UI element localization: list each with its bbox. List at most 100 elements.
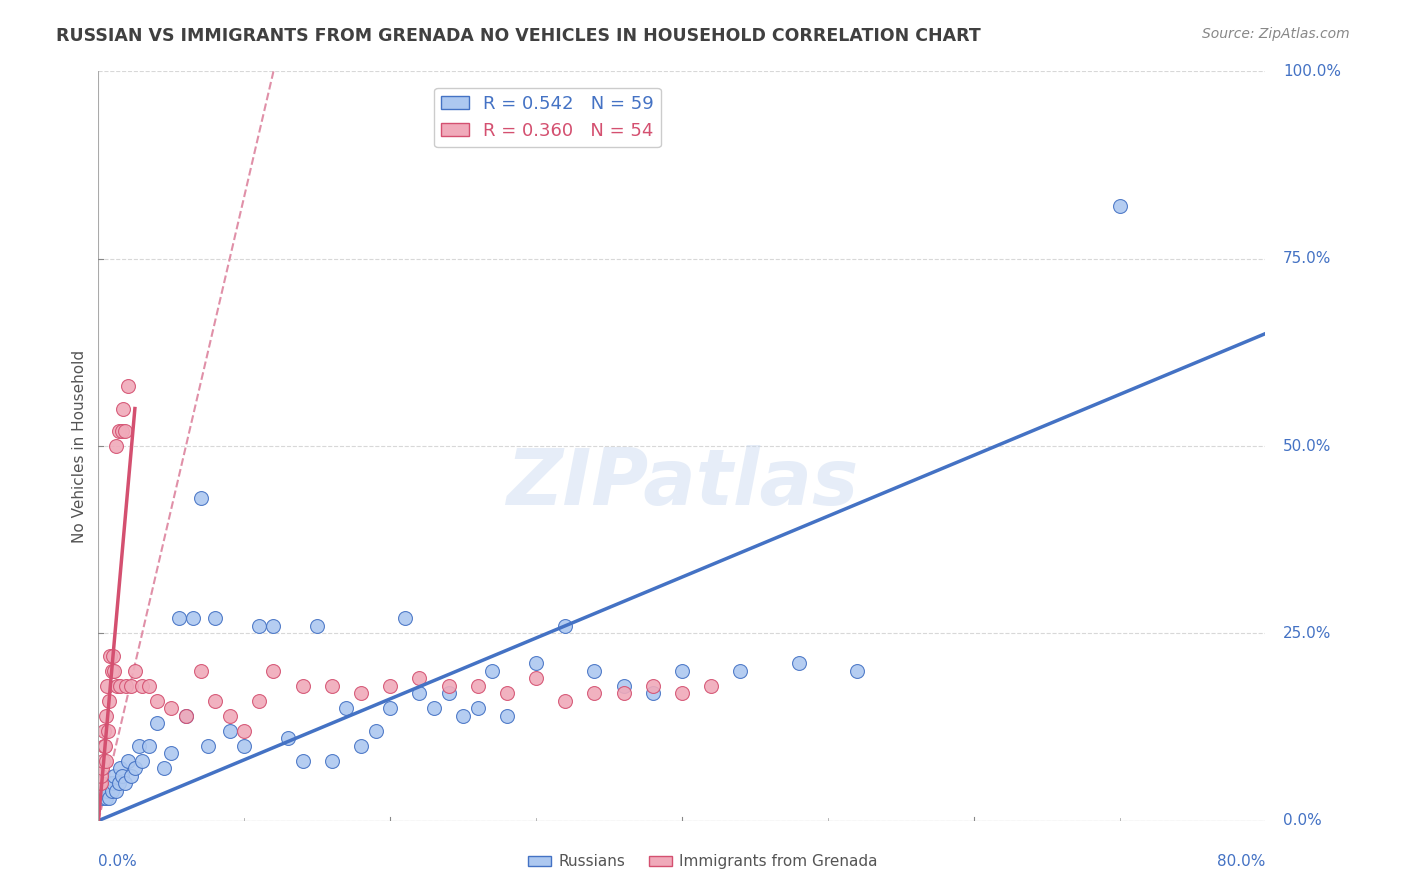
Point (120, 769, 142, 783)
Text: RUSSIAN VS IMMIGRANTS FROM GRENADA NO VEHICLES IN HOUSEHOLD CORRELATION CHART: RUSSIAN VS IMMIGRANTS FROM GRENADA NO VE… (56, 27, 981, 45)
Point (94, 739, 117, 753)
Point (104, 439, 127, 453)
Point (89, 776, 111, 790)
Point (554, 694, 576, 708)
Point (291, 754, 314, 768)
Point (120, 679, 142, 693)
Point (108, 424, 131, 438)
Point (364, 723, 387, 738)
Point (641, 679, 664, 693)
Point (335, 701, 357, 715)
Point (124, 761, 146, 775)
Point (101, 648, 124, 663)
Point (94, 791, 117, 805)
Point (380, 701, 402, 715)
Point (408, 671, 430, 685)
Point (97, 694, 120, 708)
Point (350, 686, 373, 700)
Text: 0.0%: 0.0% (1282, 814, 1322, 828)
Point (110, 679, 132, 693)
Point (451, 708, 474, 723)
Point (730, 664, 752, 678)
Text: 75.0%: 75.0% (1282, 252, 1331, 266)
Point (350, 739, 373, 753)
Point (204, 611, 226, 625)
Point (190, 664, 212, 678)
Point (97, 791, 120, 805)
Text: 0.0%: 0.0% (98, 855, 138, 870)
Point (117, 379, 139, 393)
Point (263, 619, 285, 633)
Point (583, 686, 606, 700)
Point (93, 783, 115, 797)
Point (496, 686, 519, 700)
Text: 80.0%: 80.0% (1218, 855, 1265, 870)
Point (111, 769, 134, 783)
Point (110, 761, 132, 775)
Point (93, 723, 115, 738)
Point (101, 776, 124, 790)
Point (204, 694, 226, 708)
Text: 100.0%: 100.0% (1282, 64, 1341, 78)
Point (613, 679, 636, 693)
Point (247, 619, 270, 633)
Point (111, 424, 134, 438)
Point (90, 769, 112, 783)
Point (524, 657, 547, 671)
Point (1108, 199, 1130, 213)
Point (93, 739, 115, 753)
Point (138, 739, 160, 753)
Point (233, 739, 256, 753)
Point (524, 671, 547, 685)
Point (98, 776, 121, 790)
Point (671, 686, 693, 700)
Point (174, 708, 197, 723)
Point (218, 723, 240, 738)
Point (100, 783, 122, 797)
Point (103, 664, 125, 678)
Point (91, 761, 114, 775)
Point (380, 679, 402, 693)
Point (90, 776, 112, 790)
Point (641, 686, 664, 700)
Point (190, 491, 212, 506)
Point (291, 679, 314, 693)
Point (146, 716, 169, 731)
Point (103, 769, 125, 783)
Point (321, 679, 343, 693)
Point (160, 701, 183, 715)
Point (613, 686, 636, 700)
Point (307, 619, 329, 633)
Point (138, 679, 160, 693)
Y-axis label: No Vehicles in Household: No Vehicles in Household (72, 350, 87, 542)
Point (124, 664, 146, 678)
Point (96, 783, 118, 797)
Point (97, 723, 120, 738)
Point (96, 679, 118, 693)
Point (437, 679, 460, 693)
Point (174, 708, 197, 723)
Point (98, 648, 121, 663)
Point (104, 783, 127, 797)
Point (247, 694, 270, 708)
Point (277, 731, 299, 746)
Point (94, 708, 117, 723)
Point (114, 776, 136, 790)
Point (146, 694, 169, 708)
Point (846, 664, 869, 678)
Point (394, 611, 416, 625)
Point (181, 611, 204, 625)
Point (496, 708, 519, 723)
Point (115, 679, 138, 693)
Point (117, 754, 139, 768)
Text: Source: ZipAtlas.com: Source: ZipAtlas.com (1202, 27, 1350, 41)
Point (218, 708, 240, 723)
Point (321, 754, 343, 768)
Point (408, 686, 430, 700)
Point (96, 754, 118, 768)
Point (128, 739, 150, 753)
Point (167, 611, 190, 625)
Legend: R = 0.542   N = 59, R = 0.360   N = 54: R = 0.542 N = 59, R = 0.360 N = 54 (434, 88, 661, 147)
Point (481, 664, 503, 678)
Point (700, 679, 723, 693)
